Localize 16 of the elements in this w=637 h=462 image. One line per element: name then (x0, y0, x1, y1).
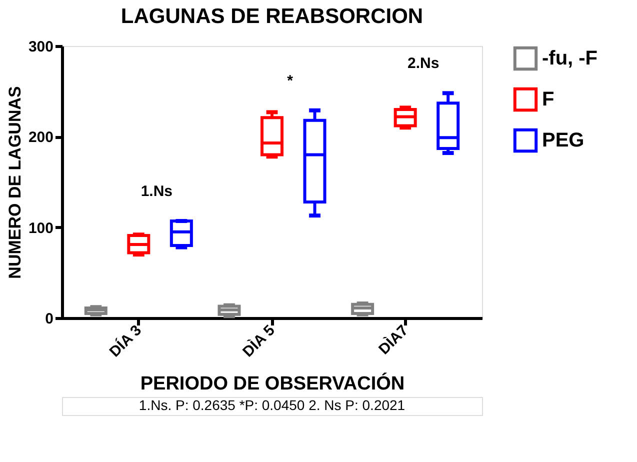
annotation: 1.Ns (140, 182, 173, 200)
x-axis-title: PERIODO DE OBSERVACIÓN (140, 372, 405, 394)
x-tick-label: DÍA 3 (106, 321, 146, 361)
y-axis-title: NUMERO DE LAGUNAS (5, 86, 24, 279)
y-tick-label: 0 (45, 310, 54, 328)
y-tick-label: 200 (28, 129, 54, 146)
legend-label: PEG (542, 130, 584, 152)
legend-label: -fu, -F (542, 48, 598, 70)
chart-title: LAGUNAS DE REABSORCION (120, 5, 424, 28)
y-tick-label: 100 (28, 220, 54, 237)
annotation: 2.Ns (407, 55, 440, 72)
y-tick-label: 300 (28, 38, 54, 56)
legend-label: F (542, 88, 554, 110)
annotation: * (287, 72, 294, 90)
text: 1.Ns. P: 0.2635 *P: 0.0450 2. Ns P: 0.2021 (138, 397, 406, 413)
x-tick-label: DÌA 5 (238, 321, 278, 361)
